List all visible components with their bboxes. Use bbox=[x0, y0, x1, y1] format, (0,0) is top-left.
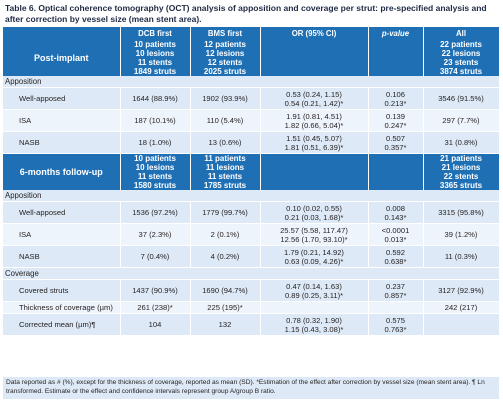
cell-dcb: 37 (2.3%) bbox=[120, 223, 191, 246]
cell-or: 1.79 (0.21, 14.92) 0.63 (0.09, 4.26)* bbox=[260, 245, 369, 268]
six-month-all: 21 patients 21 lesions 22 stents 3365 strut… bbox=[423, 153, 500, 190]
cell-or: 1.51 (0.45, 5.07) 1.81 (0.51, 6.39)* bbox=[260, 131, 369, 154]
six-month-row: 6-months follow-up 10 patients 10 lesions… bbox=[3, 153, 500, 190]
cell-p: 0.507 0.357* bbox=[368, 131, 424, 154]
cell-bms: 1690 (94.7%) bbox=[190, 279, 261, 302]
post-implant-or bbox=[260, 40, 369, 76]
cell-p bbox=[368, 301, 424, 314]
row-label: Well-apposed bbox=[3, 201, 121, 224]
header-pvalue: p-value bbox=[368, 27, 424, 40]
row-label: NASB bbox=[3, 245, 121, 268]
cell-p: 0.139 0.247* bbox=[368, 109, 424, 132]
six-month-label: 6-months follow-up bbox=[3, 153, 121, 190]
table-row: Thickness of coverage (µm) 261 (238)* 22… bbox=[3, 301, 500, 314]
cell-dcb: 104 bbox=[120, 313, 191, 336]
cell-bms: 225 (195)* bbox=[190, 301, 261, 314]
row-label: ISA bbox=[3, 109, 121, 132]
cell-bms: 110 (5.4%) bbox=[190, 109, 261, 132]
cell-all: 242 (217) bbox=[423, 301, 500, 314]
row-label: Corrected mean (µm)¶ bbox=[3, 313, 121, 336]
cell-p: 0.592 0.638* bbox=[368, 245, 424, 268]
cell-or: 0.10 (0.02, 0.55) 0.21 (0.03, 1.68)* bbox=[260, 201, 369, 224]
table-row: Well-apposed 1644 (88.9%) 1902 (93.9%) 0… bbox=[3, 87, 500, 110]
cell-bms: 4 (0.2%) bbox=[190, 245, 261, 268]
cell-bms: 13 (0.6%) bbox=[190, 131, 261, 154]
post-implant-row: Post-implant 10 patients 10 lesions 11 ste… bbox=[3, 40, 500, 76]
cell-p: 0.106 0.213* bbox=[368, 87, 424, 110]
cell-all: 3315 (95.8%) bbox=[423, 201, 500, 224]
cell-or bbox=[260, 301, 369, 314]
header-dcb: DCB first bbox=[120, 27, 191, 40]
cell-or: 25.57 (5.58, 117.47) 12.56 (1.70, 93.10)* bbox=[260, 223, 369, 246]
post-implant-p bbox=[368, 40, 424, 76]
section-row: Apposition bbox=[3, 190, 499, 202]
section-apposition-1: Apposition bbox=[3, 76, 499, 88]
header-blank bbox=[3, 27, 121, 40]
table-row: Covered struts 1437 (90.9%) 1690 (94.7%)… bbox=[3, 279, 500, 302]
row-label: ISA bbox=[3, 223, 121, 246]
cell-dcb: 7 (0.4%) bbox=[120, 245, 191, 268]
header-bms: BMS first bbox=[190, 27, 261, 40]
cell-dcb: 261 (238)* bbox=[120, 301, 191, 314]
post-implant-bms: 12 patients 12 lesions 12 stents 2025 strut… bbox=[190, 40, 261, 76]
cell-all: 11 (0.3%) bbox=[423, 245, 500, 268]
cell-or: 0.47 (0.14, 1.63) 0.89 (0.25, 3.11)* bbox=[260, 279, 369, 302]
six-month-or bbox=[260, 153, 369, 190]
six-month-p bbox=[368, 153, 424, 190]
cell-dcb: 1437 (90.9%) bbox=[120, 279, 191, 302]
row-label: NASB bbox=[3, 131, 121, 154]
cell-bms: 1779 (99.7%) bbox=[190, 201, 261, 224]
table-footnote: Data reported as # (%), except for the t… bbox=[3, 377, 499, 399]
cell-or: 0.78 (0.32, 1.90) 1.15 (0.43, 3.08)* bbox=[260, 313, 369, 336]
cell-dcb: 1536 (97.2%) bbox=[120, 201, 191, 224]
oct-table: DCB first BMS first OR (95% CI) p-value … bbox=[3, 27, 500, 336]
row-label: Covered struts bbox=[3, 279, 121, 302]
cell-all: 39 (1.2%) bbox=[423, 223, 500, 246]
post-implant-label: Post-implant bbox=[3, 40, 121, 76]
cell-or: 0.53 (0.24, 1.15) 0.54 (0.21, 1.42)* bbox=[260, 87, 369, 110]
cell-all: 31 (0.8%) bbox=[423, 131, 500, 154]
cell-p: <0.0001 0.013* bbox=[368, 223, 424, 246]
section-apposition-2: Apposition bbox=[3, 190, 499, 202]
table-row: Corrected mean (µm)¶ 104 132 0.78 (0.32,… bbox=[3, 313, 500, 336]
cell-bms: 132 bbox=[190, 313, 261, 336]
header-all: All bbox=[423, 27, 500, 40]
cell-p: 0.575 0.763* bbox=[368, 313, 424, 336]
cell-dcb: 187 (10.1%) bbox=[120, 109, 191, 132]
six-month-bms: 11 patients 11 lesions 11 stents 1785 strut… bbox=[190, 153, 261, 190]
table-row: Well-apposed 1536 (97.2%) 1779 (99.7%) 0… bbox=[3, 201, 500, 224]
cell-all: 3546 (91.5%) bbox=[423, 87, 500, 110]
row-label: Thickness of coverage (µm) bbox=[3, 301, 121, 314]
row-label: Well-apposed bbox=[3, 87, 121, 110]
cell-p: 0.008 0.143* bbox=[368, 201, 424, 224]
table-caption: Table 6. Optical coherence tomography (O… bbox=[5, 3, 487, 24]
cell-dcb: 1644 (88.9%) bbox=[120, 87, 191, 110]
cell-bms: 1902 (93.9%) bbox=[190, 87, 261, 110]
cell-bms: 2 (0.1%) bbox=[190, 223, 261, 246]
post-implant-dcb: 10 patients 10 lesions 11 stents 1849 strut… bbox=[120, 40, 191, 76]
cell-dcb: 18 (1.0%) bbox=[120, 131, 191, 154]
section-row: Coverage bbox=[3, 267, 499, 280]
section-coverage: Coverage bbox=[3, 267, 499, 280]
table-row: ISA 187 (10.1%) 110 (5.4%) 1.91 (0.81, 4… bbox=[3, 109, 500, 132]
table-row: ISA 37 (2.3%) 2 (0.1%) 25.57 (5.58, 117.… bbox=[3, 223, 500, 246]
cell-or: 1.91 (0.81, 4.51) 1.82 (0.66, 5.04)* bbox=[260, 109, 369, 132]
cell-p: 0.237 0.857* bbox=[368, 279, 424, 302]
table-row: NASB 7 (0.4%) 4 (0.2%) 1.79 (0.21, 14.92… bbox=[3, 245, 500, 268]
six-month-dcb: 10 patients 10 lesions 11 stents 1580 strut… bbox=[120, 153, 191, 190]
header-row: DCB first BMS first OR (95% CI) p-value … bbox=[3, 27, 500, 40]
header-or: OR (95% CI) bbox=[260, 27, 369, 40]
section-row: Apposition bbox=[3, 76, 499, 88]
table-row: NASB 18 (1.0%) 13 (0.6%) 1.51 (0.45, 5.0… bbox=[3, 131, 500, 154]
cell-all: 297 (7.7%) bbox=[423, 109, 500, 132]
cell-all: 3127 (92.9%) bbox=[423, 279, 500, 302]
post-implant-all: 22 patients 22 lesions 23 stents 3874 strut… bbox=[423, 40, 500, 76]
cell-all bbox=[423, 313, 500, 336]
